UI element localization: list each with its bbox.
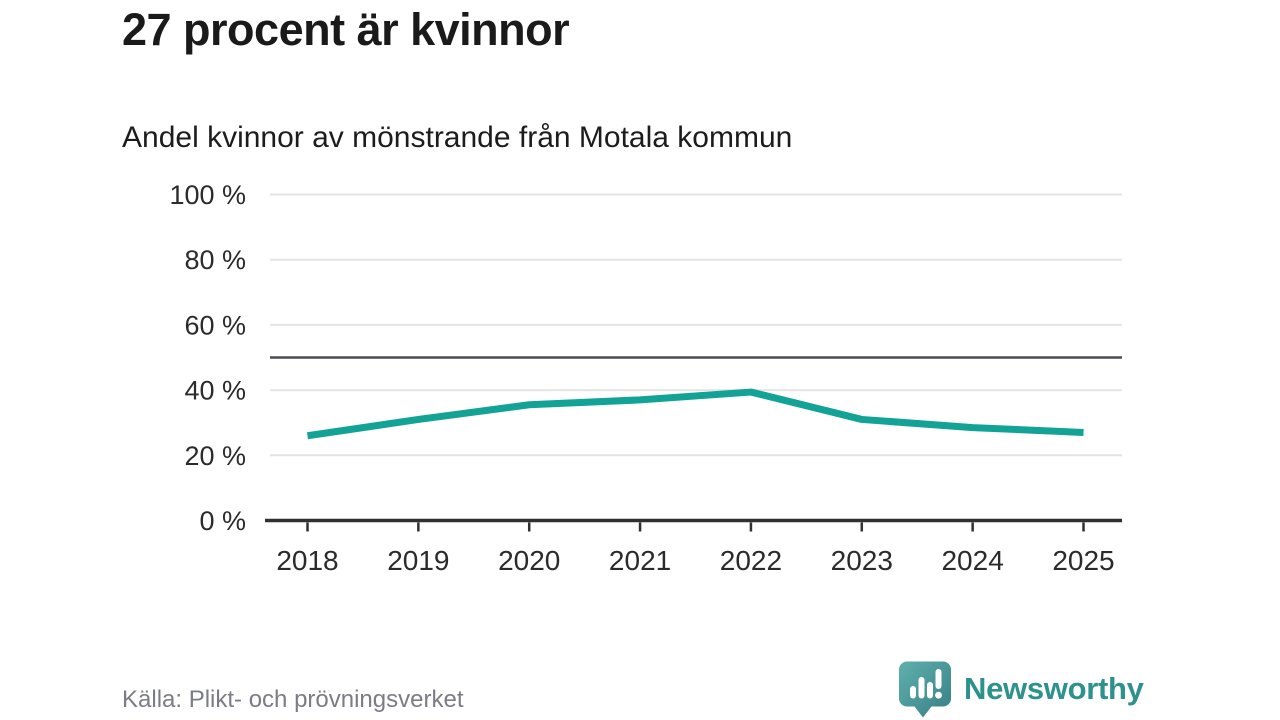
y-axis-tick-label-80: 80 % (184, 245, 246, 275)
x-axis-tick-label-2024: 2024 (941, 545, 1003, 576)
x-axis-tick-label-2022: 2022 (720, 545, 782, 576)
x-axis-tick-label-2021: 2021 (609, 545, 671, 576)
x-axis-labels: 2018 2019 2020 2021 2022 2023 2024 2025 (276, 545, 1114, 576)
newsworthy-logo: Newsworthy (897, 660, 1144, 718)
y-axis-tick-label-60: 60 % (184, 310, 246, 340)
bar-icon-1 (910, 686, 916, 699)
y-axis-tick-label-20: 20 % (184, 441, 246, 471)
bar-icon-2 (918, 677, 925, 699)
speech-bubble-shape (899, 661, 951, 718)
x-axis-tick-label-2023: 2023 (831, 545, 893, 576)
source-caption: Källa: Plikt- och prövningsverket (122, 686, 464, 713)
newsworthy-logo-text: Newsworthy (964, 671, 1144, 706)
x-axis-tick-label-2019: 2019 (387, 545, 449, 576)
x-axis-tick-label-2025: 2025 (1052, 545, 1114, 576)
newsworthy-logo-icon (899, 661, 951, 718)
bar-icon-3 (927, 682, 933, 699)
exclamation-dot-icon (935, 691, 942, 699)
x-axis-tick-label-2020: 2020 (498, 545, 560, 576)
x-axis-tick-label-2018: 2018 (276, 545, 338, 576)
y-axis-tick-label-40: 40 % (184, 376, 246, 406)
page-title: 27 procent är kvinnor (122, 4, 570, 55)
y-axis-tick-label-100: 100 % (169, 180, 246, 210)
exclamation-stem-icon (935, 669, 942, 689)
chart-subtitle: Andel kvinnor av mönstrande från Motala … (122, 121, 793, 154)
x-axis-ticks (306, 522, 1085, 532)
y-axis-labels: 0 % 20 % 40 % 60 % 80 % 100 % (169, 180, 246, 536)
y-axis-tick-label-0: 0 % (199, 506, 246, 536)
series-line-andel-kvinnor (306, 388, 1084, 440)
y-gridlines (270, 193, 1122, 457)
